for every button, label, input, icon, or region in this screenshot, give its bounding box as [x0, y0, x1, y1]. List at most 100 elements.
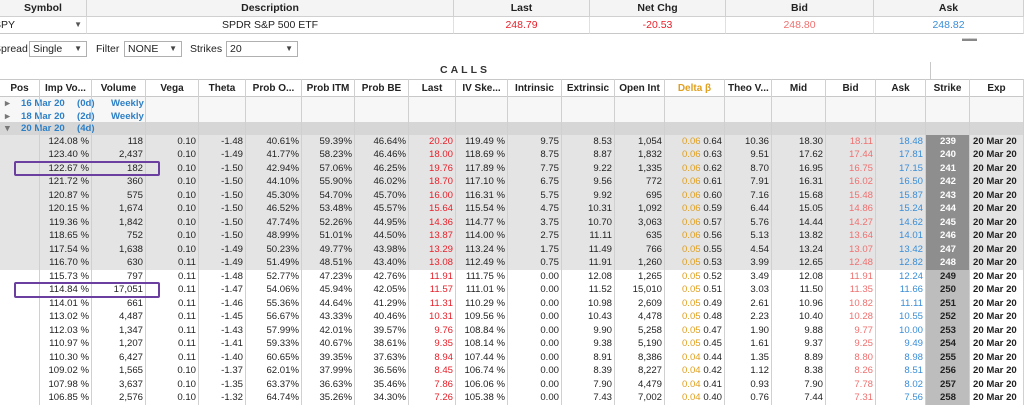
mid-cell[interactable]: 7.90: [804, 378, 823, 390]
table-row[interactable]: 124.08 % 118 0.10 -1.48 40.61% 59.39% 46.64% 20…: [0, 134, 1024, 148]
pos-cell[interactable]: [0, 310, 40, 324]
mid-cell[interactable]: 13.24: [798, 243, 823, 255]
prob-be-cell[interactable]: 44.95%: [373, 216, 406, 228]
column-header-prob-itm[interactable]: Prob ITM: [302, 80, 355, 96]
strike-cell[interactable]: 256: [926, 364, 970, 378]
extrinsic-cell[interactable]: 9.56: [593, 176, 612, 187]
mid-cell[interactable]: 12.08: [798, 270, 823, 282]
theta-cell[interactable]: -1.40: [221, 351, 243, 363]
strike-cell[interactable]: 243: [926, 188, 970, 202]
vega-cell[interactable]: 0.10: [177, 203, 196, 214]
volume-cell[interactable]: 360: [126, 176, 143, 187]
expiration-row[interactable]: ▾ 20 Mar 20 (4d): [0, 122, 1024, 136]
theta-cell[interactable]: -1.43: [221, 324, 243, 336]
extrinsic-cell[interactable]: 7.90: [593, 378, 612, 390]
table-row[interactable]: 106.85 % 2,576 0.10 -1.32 64.74% 35.26% 34.30%…: [0, 391, 1024, 405]
strikes-select[interactable]: 20 ▼: [226, 41, 298, 57]
extrinsic-cell[interactable]: 10.31: [587, 203, 612, 214]
volume-cell[interactable]: 3,637: [118, 378, 143, 390]
theo-value-cell[interactable]: 1.35: [750, 351, 769, 363]
iv-skew-cell[interactable]: 111.75 %: [465, 270, 505, 282]
expand-toggle-icon[interactable]: ▸: [5, 110, 10, 122]
volume-cell[interactable]: 1,347: [118, 324, 143, 336]
strike-cell[interactable]: 250: [926, 283, 970, 297]
prob-itm-cell[interactable]: 52.26%: [319, 216, 352, 228]
prob-otm-cell[interactable]: 41.77%: [266, 149, 299, 160]
volume-cell[interactable]: 2,437: [118, 149, 143, 160]
theo-value-cell[interactable]: 6.44: [750, 203, 769, 214]
prob-otm-cell[interactable]: 57.99%: [266, 324, 299, 336]
last-cell[interactable]: 11.91: [429, 270, 453, 282]
theta-cell[interactable]: -1.48: [221, 135, 243, 147]
open-int-cell[interactable]: 8,227: [637, 365, 662, 376]
table-row[interactable]: 117.54 % 1,638 0.10 -1.49 50.23% 49.77% 43.98%…: [0, 242, 1024, 256]
vega-cell[interactable]: 0.10: [177, 149, 196, 160]
imp-vol-cell[interactable]: 118.65 %: [49, 230, 89, 241]
last-cell[interactable]: 20.20: [428, 135, 453, 147]
exp-cell[interactable]: 20 Mar 20: [973, 203, 1017, 214]
ask-cell[interactable]: 8.02: [904, 378, 923, 390]
ask-cell[interactable]: 16.50: [898, 176, 923, 187]
column-header-bid[interactable]: Bid: [826, 80, 876, 96]
volume-cell[interactable]: 1,207: [118, 338, 143, 349]
open-int-cell[interactable]: 1,260: [637, 257, 662, 268]
theo-value-cell[interactable]: 1.90: [750, 324, 769, 336]
table-row[interactable]: 116.70 % 630 0.11 -1.49 51.49% 48.51% 43.40% 13…: [0, 256, 1024, 270]
extrinsic-cell[interactable]: 8.87: [593, 149, 612, 160]
prob-otm-cell[interactable]: 63.37%: [266, 378, 299, 390]
pos-cell[interactable]: [0, 189, 40, 203]
imp-vol-cell[interactable]: 124.08 %: [48, 135, 89, 147]
strike-cell[interactable]: 239: [926, 134, 970, 148]
open-int-cell[interactable]: 4,479: [637, 378, 662, 390]
volume-cell[interactable]: 630: [126, 257, 143, 268]
prob-itm-cell[interactable]: 48.51%: [319, 257, 352, 268]
vega-cell[interactable]: 0.10: [177, 378, 196, 390]
exp-cell[interactable]: 20 Mar 20: [973, 338, 1017, 349]
exp-cell[interactable]: 20 Mar 20: [973, 284, 1017, 295]
bid-cell[interactable]: 14.27: [848, 216, 873, 228]
exp-cell[interactable]: 20 Mar 20: [973, 297, 1017, 309]
column-header-extrinsic[interactable]: Extrinsic: [562, 80, 615, 96]
table-row[interactable]: 112.03 % 1,347 0.11 -1.43 57.99% 42.01% 39.57%…: [0, 323, 1024, 338]
last-cell[interactable]: 18.00: [428, 149, 453, 160]
imp-vol-cell[interactable]: 116.70 %: [49, 257, 89, 268]
pos-cell[interactable]: [0, 364, 40, 378]
column-header-iv-skew[interactable]: IV Ske...: [456, 80, 508, 96]
imp-vol-cell[interactable]: 109.02 %: [48, 365, 89, 376]
prob-itm-cell[interactable]: 42.01%: [319, 324, 352, 336]
prob-otm-cell[interactable]: 62.01%: [266, 365, 299, 376]
bid-cell[interactable]: 8.26: [854, 365, 873, 376]
bid-cell[interactable]: 11.35: [849, 284, 873, 295]
mid-cell[interactable]: 12.65: [798, 257, 823, 268]
column-header-strike[interactable]: Strike: [926, 80, 970, 96]
strike-cell[interactable]: 258: [926, 391, 970, 405]
expand-toggle-icon[interactable]: ▸: [5, 98, 10, 109]
prob-otm-cell[interactable]: 47.74%: [266, 216, 299, 228]
pos-cell[interactable]: [0, 324, 40, 338]
column-header-ask[interactable]: Ask: [876, 80, 926, 96]
table-row[interactable]: 114.01 % 661 0.11 -1.46 55.36% 44.64% 41.29% 11…: [0, 296, 1024, 311]
prob-otm-cell[interactable]: 40.61%: [266, 135, 299, 147]
theo-value-cell[interactable]: 3.99: [750, 257, 769, 268]
open-int-cell[interactable]: 1,092: [637, 203, 662, 214]
last-cell[interactable]: 13.29: [428, 243, 453, 255]
bid-cell[interactable]: 13.07: [848, 243, 873, 255]
pos-cell[interactable]: [0, 297, 40, 311]
theta-cell[interactable]: -1.47: [221, 284, 243, 295]
prob-be-cell[interactable]: 45.57%: [373, 203, 406, 214]
vega-cell[interactable]: 0.11: [178, 257, 196, 268]
extrinsic-cell[interactable]: 8.53: [593, 135, 612, 147]
mid-cell[interactable]: 11.50: [799, 284, 823, 295]
extrinsic-cell[interactable]: 11.52: [588, 284, 612, 295]
bid-cell[interactable]: 10.28: [848, 311, 873, 322]
open-int-cell[interactable]: 2,609: [637, 297, 662, 309]
open-int-cell[interactable]: 8,386: [637, 351, 662, 363]
prob-be-cell[interactable]: 46.25%: [373, 162, 406, 174]
intrinsic-cell[interactable]: 0.00: [540, 351, 559, 363]
iv-skew-cell[interactable]: 117.10 %: [465, 176, 505, 187]
iv-skew-cell[interactable]: 112.49 %: [465, 257, 505, 268]
mid-cell[interactable]: 16.95: [798, 162, 823, 174]
expiration-row[interactable]: ▸ 16 Mar 20 (0d) Weekly: [0, 97, 1024, 111]
exp-cell[interactable]: 20 Mar 20: [973, 351, 1017, 363]
table-row[interactable]: 120.87 % 575 0.10 -1.50 45.30% 54.70% 45.70% 16…: [0, 188, 1024, 203]
